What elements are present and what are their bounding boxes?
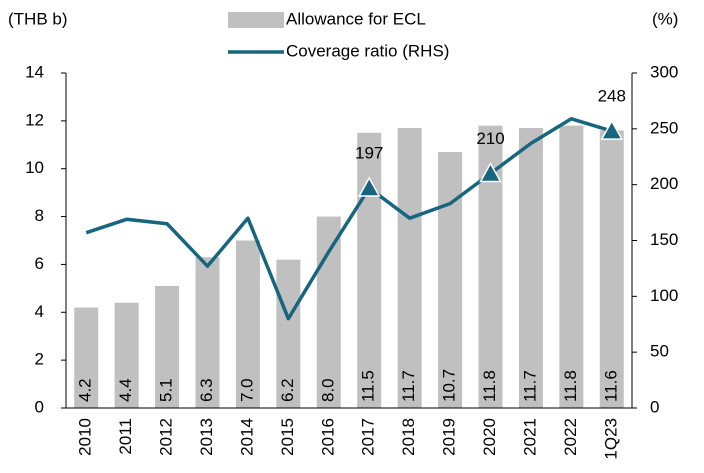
bar: [155, 285, 180, 408]
bar: [599, 130, 624, 408]
x-tick-label: 2013: [197, 418, 216, 456]
x-tick-label: 2012: [157, 418, 176, 456]
marker: [479, 161, 502, 183]
bar-value-label: 8.0: [318, 378, 337, 402]
y-tick-label: 6: [35, 254, 44, 273]
y-tick-label: 8: [35, 206, 44, 225]
bar: [397, 128, 422, 409]
y-tick-label: 2: [35, 350, 44, 369]
y2-tick-label: 150: [650, 230, 678, 249]
line-value-label: 197: [355, 144, 383, 163]
line: [85, 117, 613, 321]
bar-value-label: 11.8: [561, 370, 580, 402]
x-tick-label: 1Q23: [601, 418, 620, 460]
x-tick-label: 2015: [278, 418, 297, 456]
bar: [114, 302, 139, 408]
bar-value-label: 11.5: [359, 370, 378, 402]
y-tick-label: 14: [25, 62, 44, 81]
bar-value-label: 6.3: [197, 378, 216, 402]
x-tick-label: 2018: [399, 418, 418, 456]
legend-swatch: [228, 12, 284, 28]
x-tick-label: 2022: [561, 418, 580, 456]
y-tick-label: 10: [25, 158, 44, 177]
y-tick-label: 0: [35, 397, 44, 416]
x-tick-label: 2011: [116, 418, 135, 455]
bar: [276, 259, 301, 408]
bar-value-label: 11.7: [520, 370, 539, 402]
y2-tick-label: 50: [650, 342, 669, 361]
bar: [438, 151, 463, 408]
y-tick-label: 4: [35, 302, 44, 321]
bar-value-label: 7.0: [237, 378, 256, 402]
x-tick-label: 2014: [237, 418, 256, 456]
marker: [357, 176, 381, 197]
y2-tick-label: 200: [650, 174, 678, 193]
x-tick-label: 2019: [440, 418, 459, 456]
bar-value-label: 6.2: [278, 378, 297, 402]
bar-value-label: 11.8: [480, 370, 499, 402]
bar: [74, 307, 99, 408]
x-tick-label: 2010: [76, 418, 95, 456]
bar: [235, 240, 260, 408]
line-value-label: 210: [476, 129, 504, 148]
y2-tick-label: 300: [650, 62, 678, 81]
bar: [195, 257, 220, 408]
y-tick-label: 12: [25, 110, 44, 129]
y2-tick-label: 100: [650, 286, 678, 305]
bar-value-label: 11.6: [601, 370, 620, 402]
bar-value-label: 4.2: [76, 378, 95, 402]
legend-label: Coverage ratio (RHS): [286, 41, 449, 60]
y2-tick-label: 0: [650, 397, 659, 416]
x-tick-label: 2021: [520, 418, 539, 456]
y-axis-title: (THB b): [8, 9, 68, 28]
bar: [559, 125, 584, 409]
bar-value-label: 11.7: [399, 370, 418, 402]
marker: [600, 119, 624, 140]
bar: [518, 128, 543, 409]
x-tick-label: 2016: [318, 418, 337, 456]
x-tick-label: 2020: [480, 418, 499, 456]
legend-label: Allowance for ECL: [286, 9, 426, 28]
bar-value-label: 5.1: [157, 378, 176, 402]
x-tick-label: 2017: [359, 418, 378, 456]
bar-value-label: 4.4: [116, 378, 135, 402]
bar: [357, 132, 382, 409]
y2-tick-label: 250: [650, 118, 678, 137]
y2-axis-title: (%): [652, 9, 678, 28]
line-value-label: 248: [598, 87, 626, 106]
bar-value-label: 10.7: [440, 369, 459, 402]
